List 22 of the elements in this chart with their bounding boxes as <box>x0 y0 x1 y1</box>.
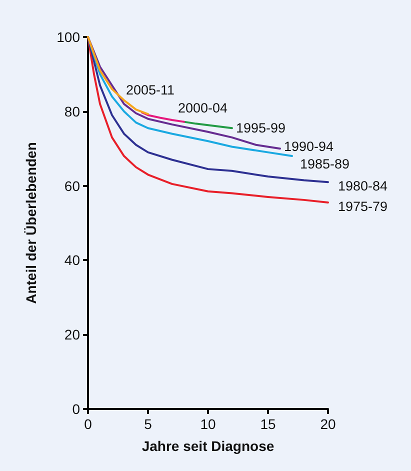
x-tick-label: 10 <box>200 416 216 432</box>
x-tick-label: 20 <box>320 416 336 432</box>
x-axis-title: Jahre seit Diagnose <box>142 438 274 454</box>
y-tick-label: 100 <box>56 29 80 45</box>
series-label: 2005-11 <box>126 82 175 98</box>
y-tick-label: 20 <box>64 326 80 343</box>
line-series <box>183 120 233 130</box>
x-tick-label: 0 <box>84 416 92 432</box>
series-label: 1985-89 <box>300 156 350 172</box>
y-tick-label: 40 <box>64 252 80 268</box>
series-label: 1990-94 <box>284 139 334 154</box>
x-tick-label: 15 <box>260 416 276 432</box>
series-label: 1980-84 <box>338 178 388 194</box>
series-label: 2000-04 <box>178 100 228 116</box>
y-tick-label: 80 <box>64 103 80 120</box>
x-tick-label: 5 <box>144 416 152 432</box>
y-tick-label: 60 <box>64 178 80 194</box>
y-tick-label: 0 <box>72 401 80 417</box>
series-label: 1995-99 <box>236 120 286 136</box>
series-label: 1975-79 <box>338 199 388 214</box>
y-axis-title: Anteil der Überlebenden <box>23 142 39 304</box>
line-series <box>141 112 185 123</box>
